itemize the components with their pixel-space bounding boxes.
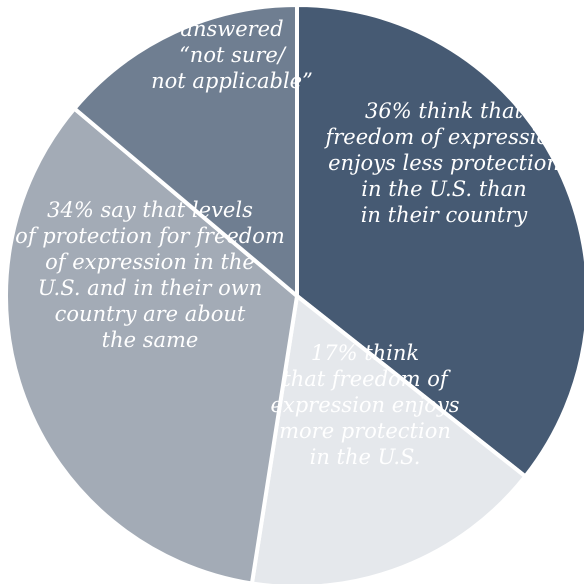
label-line: the same (102, 328, 199, 352)
label-line: 14% (209, 0, 256, 15)
label-line: in the U.S. (310, 445, 421, 469)
label-line: 36% think that (365, 99, 523, 123)
label-not-sure: 14% answered “not sure/not applicable” (151, 0, 313, 93)
labels-layer: 36% think that freedom of expression enjoy… (15, 0, 562, 469)
label-line: country are about (55, 302, 246, 326)
label-about-same: 34% say that levels of protection for fre… (15, 198, 285, 352)
label-line: in their country (361, 203, 529, 227)
label-line: more protection (279, 419, 451, 443)
label-line: U.S. and in their own (38, 276, 262, 300)
label-line: of protection for freedom (15, 224, 285, 248)
slice-not-sure (72, 3, 299, 298)
label-line: 17% think (311, 341, 419, 365)
label-line: that freedom of (282, 367, 451, 391)
slices-layer (4, 3, 584, 584)
label-line: enjoys less protection (328, 151, 560, 175)
label-line: expression enjoys (270, 393, 459, 417)
label-more-protection: 17% think that freedom of expression enjoy… (270, 341, 459, 469)
label-line: “not sure/ (179, 43, 287, 67)
slice-more-protection (249, 294, 528, 584)
label-line: freedom of expression (323, 125, 562, 149)
label-line: of expression in the (45, 250, 255, 274)
label-less-protection: 36% think that freedom of expression enjoy… (323, 99, 562, 227)
label-line: 34% say that levels (47, 198, 253, 222)
label-line: in the U.S. than (361, 177, 526, 201)
slice-about-same (4, 106, 299, 584)
slice-less-protection (295, 3, 584, 479)
label-line: not applicable” (151, 69, 313, 93)
label-line: answered (180, 17, 283, 41)
